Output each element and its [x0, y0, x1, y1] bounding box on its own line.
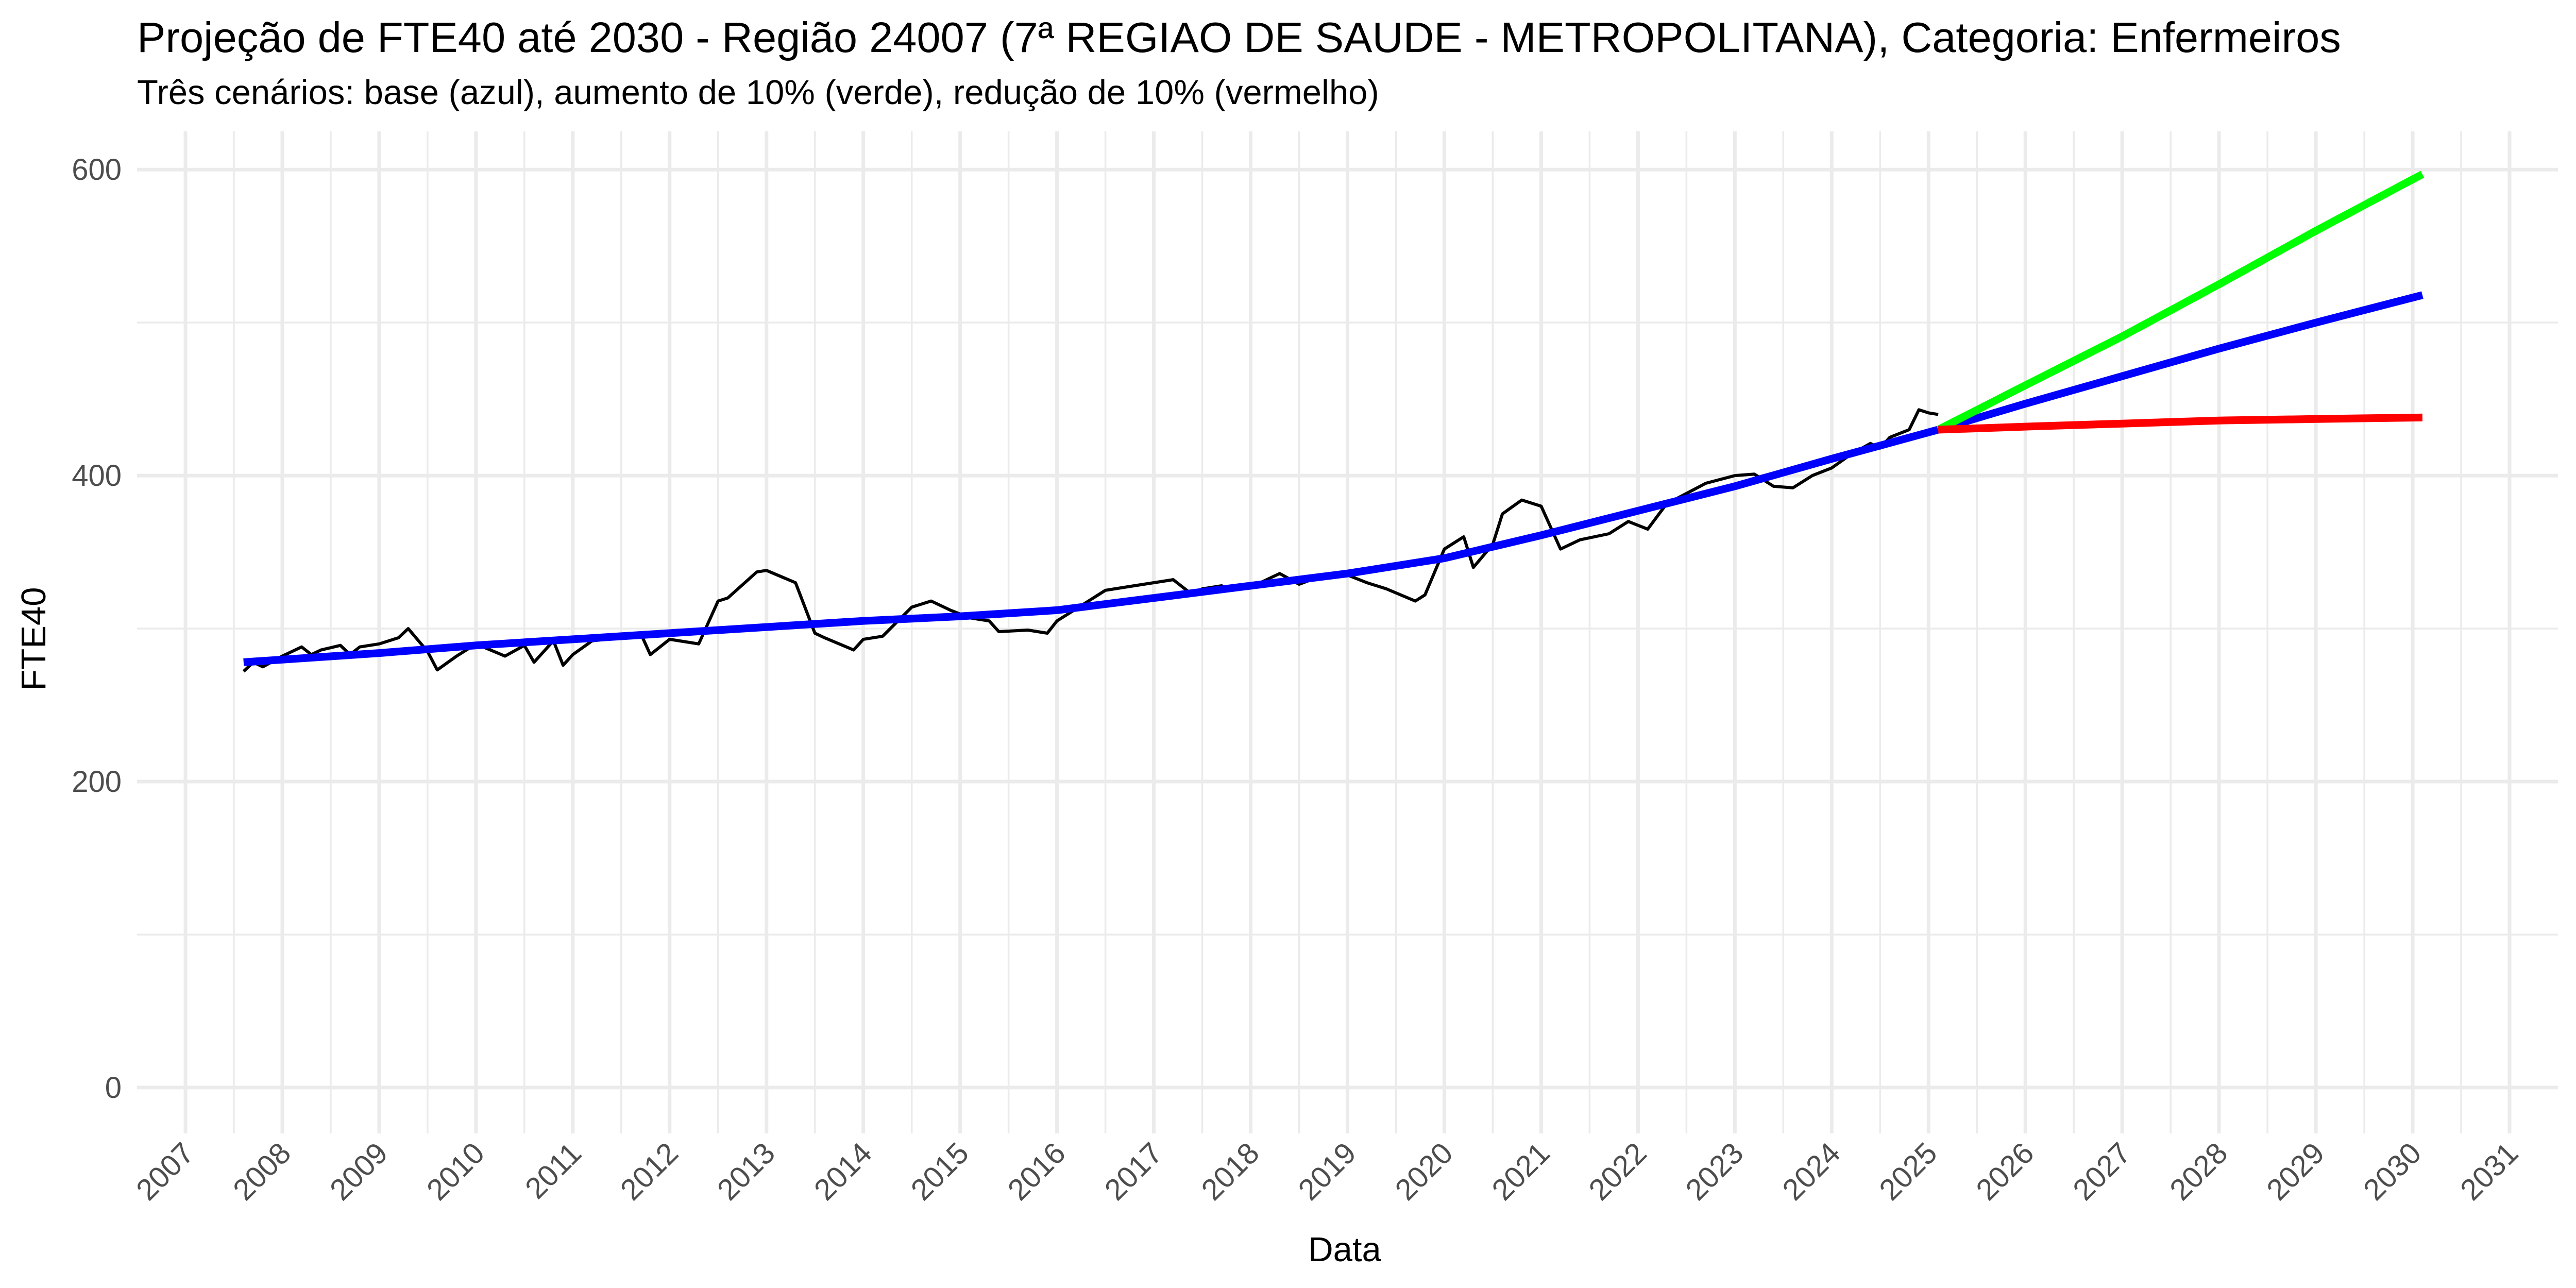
- y-tick-labels: 0 200 400 600: [72, 153, 122, 1105]
- x-tick-label: 2011: [519, 1136, 588, 1205]
- x-tick-label: 2021: [1485, 1136, 1556, 1207]
- y-tick-label: 400: [72, 459, 122, 493]
- series-base-line: [243, 291, 2424, 666]
- y-tick-label: 200: [72, 765, 122, 799]
- x-tick-label: 2010: [420, 1136, 491, 1207]
- x-tick-label: 2027: [2066, 1136, 2137, 1207]
- x-axis-title: Data: [1308, 1230, 1381, 1269]
- y-axis-title: FTE40: [14, 587, 53, 690]
- x-tick-label: 2008: [227, 1136, 297, 1207]
- y-tick-label: 600: [72, 153, 122, 187]
- x-tick-label: 2019: [1292, 1136, 1362, 1207]
- x-tick-labels: 2007 2008 2009 2010 2011 2012 2013 2014 2015 2016…: [130, 1136, 2524, 1207]
- x-tick-label: 2024: [1776, 1136, 1846, 1207]
- x-tick-label: 2009: [324, 1136, 394, 1207]
- x-tick-label: 2012: [614, 1136, 685, 1207]
- x-tick-label: 2015: [905, 1136, 975, 1207]
- x-tick-label: 2023: [1679, 1136, 1750, 1207]
- series-layer: [242, 171, 2425, 673]
- chart-title: Projeção de FTE40 até 2030 - Região 2400…: [137, 13, 2341, 61]
- x-tick-label: 2013: [711, 1136, 782, 1207]
- x-tick-label: 2029: [2260, 1136, 2331, 1207]
- x-tick-label: 2025: [1873, 1136, 1943, 1207]
- x-tick-label: 2030: [2357, 1136, 2428, 1207]
- x-tick-label: 2016: [1002, 1136, 1072, 1207]
- x-tick-label: 2007: [130, 1136, 200, 1207]
- x-tick-label: 2017: [1098, 1136, 1169, 1207]
- chart-subtitle: Três cenários: base (azul), aumento de 1…: [137, 73, 1379, 112]
- series-decrease-line: [1938, 413, 2423, 434]
- x-tick-label: 2022: [1582, 1136, 1653, 1207]
- x-tick-label: 2014: [808, 1136, 878, 1207]
- series-observed-line: [242, 408, 1939, 673]
- x-tick-label: 2028: [2163, 1136, 2234, 1207]
- x-tick-label: 2018: [1195, 1136, 1266, 1207]
- x-tick-label: 2020: [1388, 1136, 1459, 1207]
- y-tick-label: 0: [105, 1071, 122, 1105]
- x-tick-label: 2026: [1970, 1136, 2040, 1207]
- x-tick-label: 2031: [2454, 1136, 2524, 1207]
- series-increase-line: [1936, 171, 2425, 433]
- grid-major: [137, 131, 2558, 1133]
